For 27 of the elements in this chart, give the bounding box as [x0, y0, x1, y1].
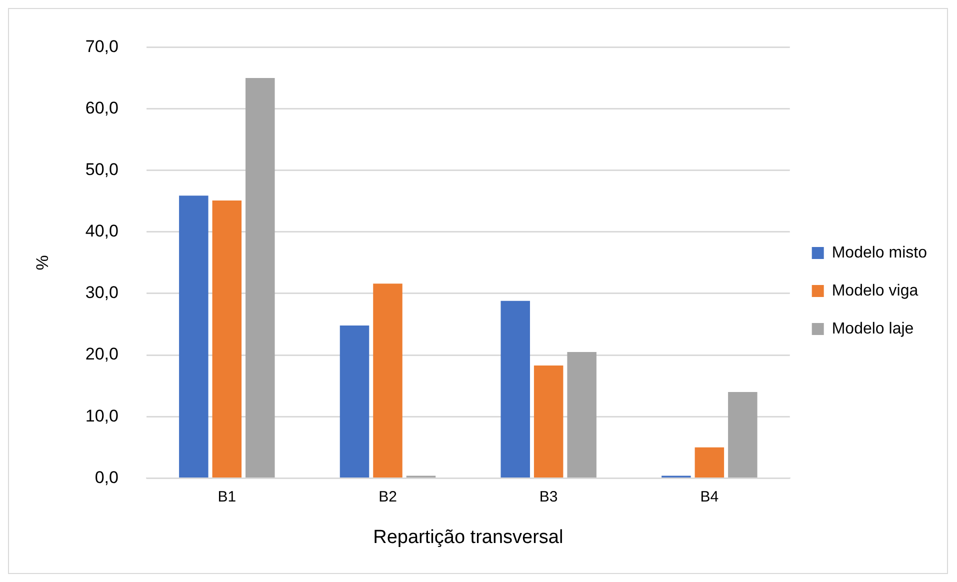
x-tick-label: B1	[218, 488, 236, 506]
y-tick-label: 70,0	[85, 36, 118, 56]
y-tick-label: 40,0	[85, 222, 118, 241]
y-tick-label: 60,0	[85, 98, 118, 118]
bar	[373, 284, 402, 478]
bar	[534, 366, 564, 478]
bar	[694, 447, 724, 478]
x-tick-label: B2	[378, 488, 397, 506]
bar	[728, 392, 758, 478]
bar	[340, 326, 370, 478]
legend-label: Modelo laje	[832, 320, 914, 338]
bar	[212, 200, 242, 478]
y-tick-label: 50,0	[85, 160, 118, 180]
x-tick-label: B3	[539, 488, 558, 506]
y-tick-label: 10,0	[85, 406, 118, 426]
legend-label: Modelo misto	[832, 244, 928, 262]
legend-label: Modelo viga	[832, 282, 918, 300]
y-tick-label: 30,0	[85, 283, 118, 302]
bar	[567, 352, 596, 478]
x-tick-label: B4	[700, 488, 719, 506]
bar	[179, 196, 208, 478]
y-tick-label: 20,0	[85, 344, 118, 364]
y-axis-title: %	[32, 255, 52, 270]
bar	[246, 78, 275, 478]
y-tick-label: 0,0	[94, 468, 118, 487]
bar	[500, 300, 530, 478]
x-axis-title: Repartição transversal	[373, 526, 564, 548]
